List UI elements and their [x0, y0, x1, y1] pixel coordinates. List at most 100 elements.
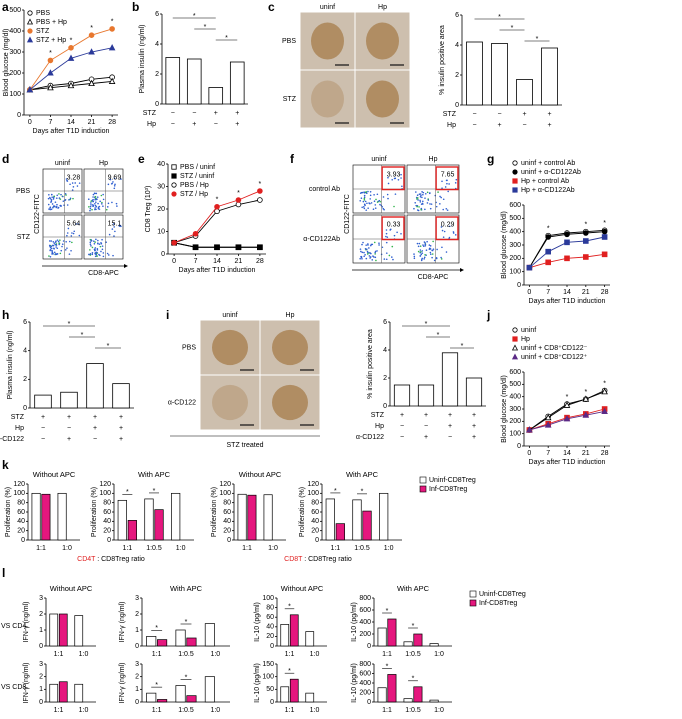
- event: [92, 196, 94, 198]
- event: [93, 243, 96, 245]
- event: [424, 253, 426, 256]
- event: [78, 234, 81, 237]
- bar: [60, 391, 78, 409]
- event: [359, 257, 361, 260]
- event: [59, 198, 62, 200]
- event: [111, 228, 114, 230]
- y-tick-label: 0: [135, 699, 139, 706]
- event: [362, 200, 365, 203]
- y-tick-label: 80: [311, 500, 319, 507]
- x-axis-label-part: CD8T: [284, 556, 303, 563]
- event: [363, 207, 366, 210]
- y-axis-label: Blood glucose (mg/dl): [501, 375, 508, 443]
- footer: STZ treated: [227, 442, 264, 449]
- event: [360, 255, 363, 258]
- event: [447, 190, 449, 193]
- event: [421, 252, 424, 254]
- significance: *: [126, 489, 129, 496]
- event: [376, 193, 379, 196]
- x-tick-label: 1:0: [434, 651, 444, 658]
- x-tick-label: 1:1: [54, 651, 64, 658]
- legend-label: STZ + Hp: [36, 37, 66, 44]
- x-tick-label: 1:1: [54, 707, 64, 714]
- event: [371, 259, 374, 261]
- event: [369, 198, 372, 200]
- marker: [192, 230, 199, 237]
- y-tick-label: 100: [509, 269, 521, 276]
- row-label: STZ: [283, 96, 297, 103]
- y-tick-label: 40: [17, 518, 25, 525]
- event: [52, 244, 55, 247]
- panel-label: h: [2, 308, 9, 322]
- x-axis-label: Days after T1D induction: [33, 128, 110, 135]
- event: [432, 240, 434, 243]
- marker: [582, 395, 590, 402]
- event: [50, 240, 53, 242]
- panel-label: l: [2, 566, 5, 580]
- event: [417, 199, 419, 201]
- event: [101, 201, 103, 204]
- y-tick-label: 120: [307, 481, 319, 488]
- event: [53, 242, 56, 244]
- bar: [175, 629, 186, 647]
- y-tick-label: 200: [359, 689, 371, 696]
- x-tick-label: 21: [235, 258, 243, 265]
- event: [391, 245, 394, 248]
- significance: *: [259, 181, 262, 188]
- event: [424, 244, 427, 247]
- event: [393, 234, 396, 237]
- event: [51, 249, 53, 252]
- legend-swatch: [419, 476, 427, 484]
- marker: [108, 44, 116, 51]
- bar: [377, 627, 387, 647]
- event: [385, 235, 387, 238]
- y-tick-label: 0: [39, 643, 43, 650]
- event: [102, 198, 105, 201]
- event: [420, 203, 423, 205]
- panel-label: e: [138, 152, 145, 166]
- marker: [512, 160, 518, 166]
- arrow-head: [124, 264, 128, 268]
- marker: [235, 201, 242, 208]
- x-tick-label: 7: [194, 258, 198, 265]
- event: [55, 205, 58, 208]
- marker: [545, 248, 551, 255]
- y-tick-label: 4: [23, 348, 27, 355]
- event: [72, 186, 75, 188]
- event: [50, 199, 53, 201]
- event: [441, 187, 443, 190]
- event: [76, 185, 79, 187]
- event: [67, 227, 70, 230]
- legend-label: uninf + CD8⁺CD122⁺: [521, 354, 588, 361]
- event: [57, 240, 60, 243]
- y-axis-label: Plasma insulin (ng/ml): [139, 25, 146, 94]
- y-tick-label: 0: [17, 112, 21, 119]
- event: [366, 202, 368, 205]
- event: [95, 198, 98, 201]
- event: [452, 232, 455, 234]
- x-tick-label: 14: [563, 450, 571, 457]
- x-tick-label: 1:1: [382, 707, 392, 714]
- marker: [214, 244, 220, 251]
- y-axis-label: IL-10 (pg/ml): [351, 602, 358, 642]
- chart-title: Without APC: [281, 584, 324, 593]
- event: [389, 229, 392, 231]
- event: [90, 202, 92, 204]
- y-tick-label: 60: [223, 509, 231, 516]
- event: [430, 253, 432, 256]
- significance: *: [68, 321, 71, 328]
- marker: [512, 327, 518, 333]
- y-tick-label: 150: [262, 661, 274, 668]
- y-tick-label: 1: [39, 627, 43, 634]
- x-tick-label: 1:0: [310, 707, 320, 714]
- legend-label: uninf: [521, 327, 536, 334]
- y-tick-label: 0: [155, 101, 159, 108]
- event: [97, 239, 99, 242]
- event: [446, 182, 448, 185]
- condition-sign: +: [424, 434, 428, 441]
- event: [111, 201, 113, 204]
- event: [394, 177, 397, 180]
- event: [421, 258, 423, 261]
- marker: [583, 254, 589, 260]
- significance: *: [386, 608, 389, 615]
